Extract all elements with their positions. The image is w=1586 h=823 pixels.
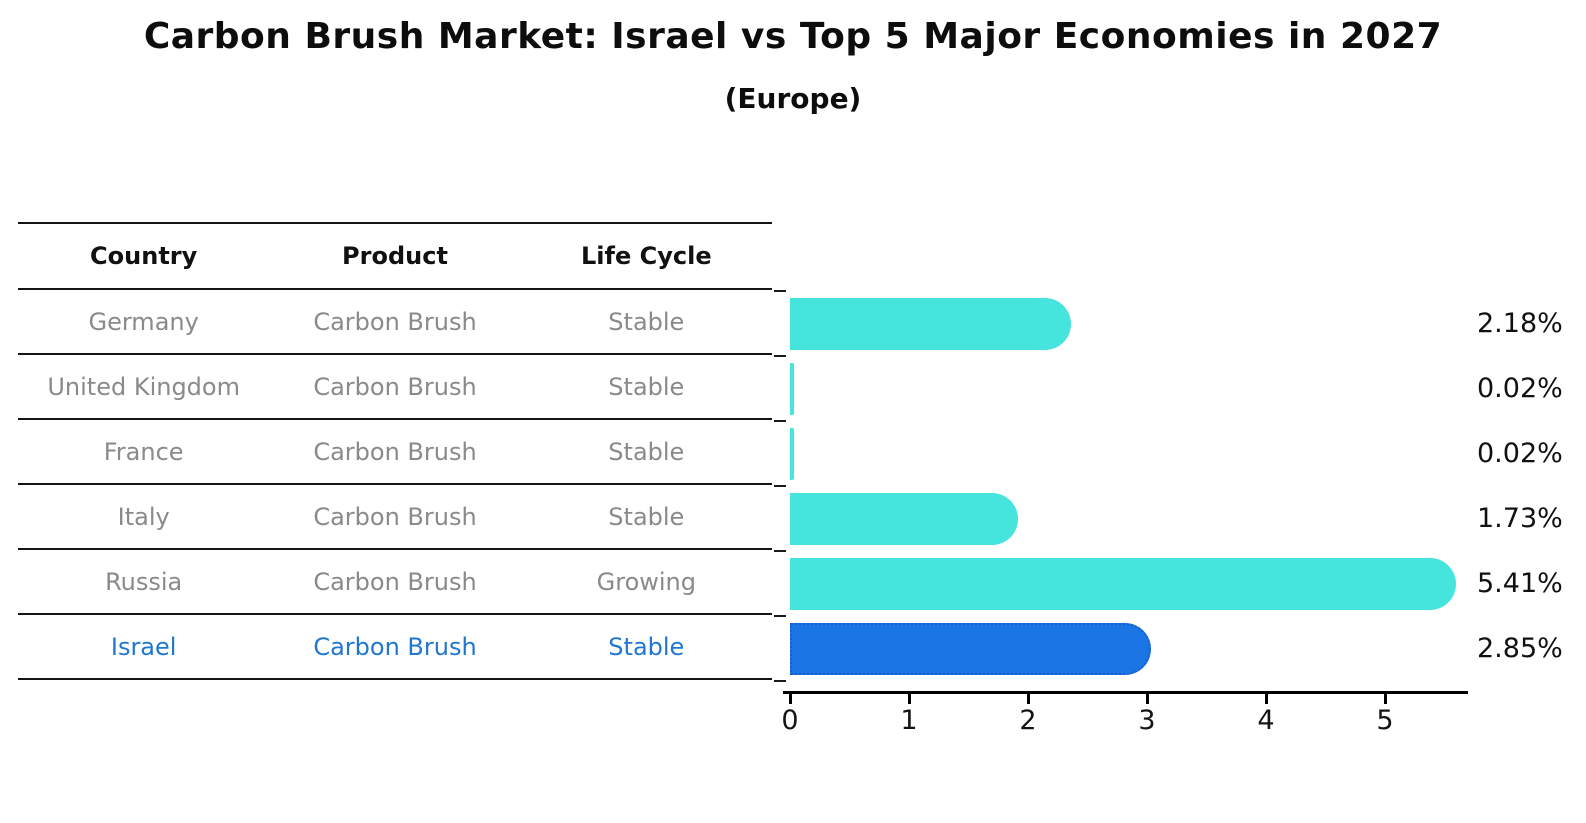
value-label: 2.18% bbox=[1477, 308, 1563, 339]
x-axis-line bbox=[783, 691, 1468, 694]
life-cycle-cell: Growing bbox=[596, 567, 696, 596]
life-cycle-cell: Stable bbox=[608, 632, 685, 661]
x-tick-mark bbox=[1384, 694, 1387, 704]
y-minor-tick bbox=[774, 550, 786, 552]
product-cell: Carbon Brush bbox=[313, 502, 477, 531]
y-minor-tick bbox=[774, 355, 786, 357]
table-header-row: Country Product Life Cycle bbox=[18, 224, 772, 290]
value-label: 0.02% bbox=[1477, 373, 1563, 404]
table-row: Italy Carbon Brush Stable bbox=[18, 485, 772, 550]
table-row: Russia Carbon Brush Growing bbox=[18, 550, 772, 615]
x-tick-label: 4 bbox=[1257, 705, 1275, 736]
table-rows: Germany Carbon Brush Stable United Kingdom C… bbox=[18, 290, 772, 680]
product-cell: Carbon Brush bbox=[313, 632, 477, 661]
bar-italy bbox=[790, 493, 1018, 545]
y-minor-tick bbox=[774, 420, 786, 422]
table-row: France Carbon Brush Stable bbox=[18, 420, 772, 485]
column-header-life-cycle: Life Cycle bbox=[581, 242, 712, 270]
bar-israel bbox=[790, 623, 1152, 675]
bar-united-kingdom bbox=[790, 363, 795, 415]
bar-france bbox=[790, 428, 795, 480]
x-tick-mark bbox=[1265, 694, 1268, 704]
x-tick-label: 3 bbox=[1138, 705, 1156, 736]
value-label: 5.41% bbox=[1477, 568, 1563, 599]
product-cell: Carbon Brush bbox=[313, 372, 477, 401]
life-cycle-cell: Stable bbox=[608, 307, 685, 336]
x-tick-mark bbox=[1027, 694, 1030, 704]
x-tick-mark bbox=[789, 694, 792, 704]
chart-title: Carbon Brush Market: Israel vs Top 5 Maj… bbox=[143, 16, 1443, 57]
x-tick-label: 2 bbox=[1019, 705, 1037, 736]
country-cell: Israel bbox=[110, 632, 177, 661]
table-row: Germany Carbon Brush Stable bbox=[18, 290, 772, 355]
table-row: Israel Carbon Brush Stable bbox=[18, 615, 772, 680]
value-label: 2.85% bbox=[1477, 633, 1563, 664]
bar-russia bbox=[790, 558, 1456, 610]
country-cell: United Kingdom bbox=[47, 372, 240, 401]
country-table: Country Product Life Cycle Germany Carbon… bbox=[18, 222, 772, 680]
country-cell: Italy bbox=[117, 502, 170, 531]
product-cell: Carbon Brush bbox=[313, 567, 477, 596]
column-header-country: Country bbox=[90, 242, 198, 270]
table-row: United Kingdom Carbon Brush Stable bbox=[18, 355, 772, 420]
life-cycle-cell: Stable bbox=[608, 437, 685, 466]
y-minor-tick bbox=[774, 290, 786, 292]
y-minor-tick bbox=[774, 615, 786, 617]
x-tick-mark bbox=[1146, 694, 1149, 704]
y-minor-tick bbox=[774, 485, 786, 487]
y-minor-tick bbox=[774, 680, 786, 682]
x-tick-mark bbox=[908, 694, 911, 704]
chart-subtitle: (Europe) bbox=[724, 82, 862, 115]
country-cell: France bbox=[103, 437, 184, 466]
product-cell: Carbon Brush bbox=[313, 307, 477, 336]
product-cell: Carbon Brush bbox=[313, 437, 477, 466]
value-label: 1.73% bbox=[1477, 503, 1563, 534]
x-tick-label: 5 bbox=[1376, 705, 1394, 736]
x-tick-label: 0 bbox=[781, 705, 799, 736]
bar-germany bbox=[790, 298, 1072, 350]
x-tick-label: 1 bbox=[900, 705, 918, 736]
country-cell: Russia bbox=[105, 567, 183, 596]
column-header-product: Product bbox=[342, 242, 448, 270]
value-label: 0.02% bbox=[1477, 438, 1563, 469]
life-cycle-cell: Stable bbox=[608, 372, 685, 401]
country-cell: Germany bbox=[88, 307, 199, 336]
life-cycle-cell: Stable bbox=[608, 502, 685, 531]
